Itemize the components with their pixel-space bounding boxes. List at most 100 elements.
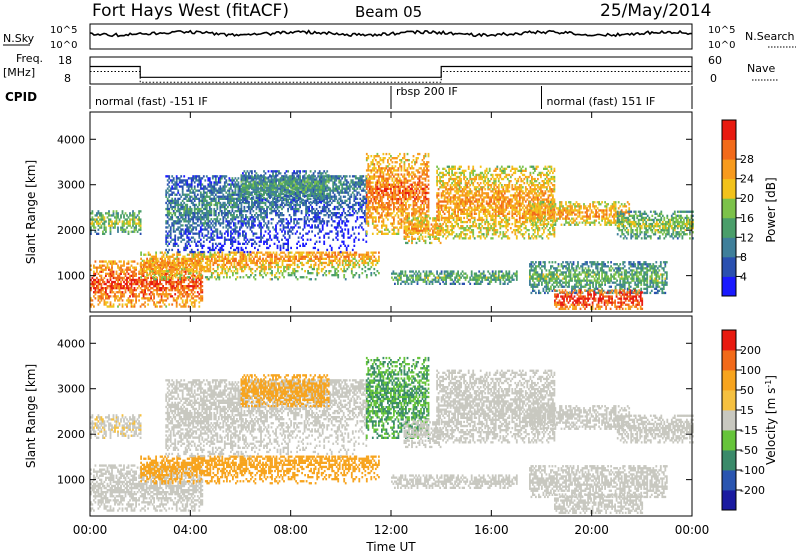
power-cell: [120, 270, 122, 273]
power-cell: [156, 257, 159, 260]
power-cell: [117, 264, 119, 267]
power-cell: [276, 238, 279, 241]
power-cell: [281, 188, 283, 191]
power-cell: [245, 240, 247, 243]
power-cell: [109, 226, 112, 229]
power-cell: [276, 232, 279, 235]
power-cell: [145, 293, 148, 296]
power-cell: [332, 175, 335, 178]
power-cell: [91, 222, 94, 225]
power-cell: [296, 246, 298, 250]
power-cell: [248, 200, 250, 204]
power-cell: [234, 216, 237, 219]
power-cell: [208, 181, 211, 184]
power-cell: [268, 261, 270, 265]
power-cell: [189, 299, 192, 302]
power-cell: [252, 182, 255, 185]
power-cell: [114, 297, 116, 300]
power-cell: [312, 212, 315, 215]
power-cell: [177, 297, 180, 300]
power-cell: [216, 189, 219, 192]
power-cell: [198, 257, 201, 260]
power-cell: [192, 282, 195, 286]
power-cell: [293, 203, 295, 207]
power-cell: [129, 278, 131, 282]
power-cell: [267, 176, 270, 179]
power-cell: [293, 210, 295, 213]
power-cell: [217, 222, 220, 225]
power-cell: [186, 203, 189, 207]
power-cell: [208, 220, 211, 223]
power-cell: [178, 222, 181, 225]
power-cell: [153, 293, 155, 296]
power-cell: [97, 222, 100, 225]
power-cell: [204, 207, 207, 211]
power-cell: [252, 195, 255, 198]
power-cell: [204, 265, 207, 269]
power-cell: [314, 224, 316, 227]
power-cell: [298, 259, 300, 262]
power-cell: [288, 201, 291, 205]
power-cell: [188, 267, 191, 271]
power-cell: [210, 276, 213, 279]
power-cell: [126, 287, 128, 290]
power-cell: [336, 230, 339, 233]
power-cell: [242, 257, 245, 260]
power-cell: [109, 291, 112, 294]
power-cell: [103, 299, 106, 302]
power-cell: [166, 203, 169, 207]
power-cell: [249, 192, 252, 195]
power-cell: [347, 193, 350, 196]
power-cell: [350, 234, 353, 237]
power-cell: [245, 224, 247, 227]
power-cell: [302, 234, 304, 237]
power-cell: [96, 214, 98, 217]
power-cell: [330, 230, 333, 233]
power-cell: [171, 255, 174, 258]
power-cell: [108, 285, 110, 288]
power-cell: [269, 234, 271, 237]
power-cell: [200, 261, 203, 265]
power-cell: [187, 295, 190, 298]
power-cell: [263, 253, 266, 256]
power-cell: [288, 190, 291, 193]
power-cell: [248, 190, 250, 193]
power-cell: [213, 199, 216, 202]
power-cell: [127, 220, 130, 223]
power-cell: [201, 291, 204, 294]
power-cell: [151, 291, 154, 294]
power-cell: [249, 197, 252, 200]
power-cell: [199, 191, 202, 194]
power-cell: [263, 188, 265, 191]
power-cell: [236, 203, 238, 207]
power-cell: [208, 179, 211, 182]
power-cell: [370, 274, 373, 277]
power-cell: [305, 222, 307, 225]
power-cell: [108, 210, 110, 213]
power-cell: [287, 207, 289, 211]
power-cell: [269, 261, 272, 265]
power-cell: [213, 195, 216, 198]
power-cell: [219, 181, 222, 184]
power-cell: [172, 224, 175, 227]
power-cell: [272, 180, 274, 183]
power-cell: [218, 278, 221, 281]
power-cell: [96, 218, 98, 221]
power-cell: [268, 267, 270, 271]
power-cell: [344, 244, 347, 247]
power-cell: [184, 203, 187, 207]
power-cell: [285, 196, 288, 200]
power-cell: [220, 232, 223, 235]
power-cell: [167, 263, 170, 267]
power-cell: [207, 267, 210, 271]
power-cell: [246, 222, 249, 225]
power-cell: [100, 293, 103, 296]
power-cell: [195, 259, 198, 262]
power-cell: [320, 255, 323, 258]
power-cell: [133, 260, 136, 263]
power-cell: [281, 214, 283, 217]
power-cell: [305, 177, 307, 180]
power-cell: [280, 251, 282, 254]
power-cell: [321, 228, 324, 231]
power-cell: [112, 262, 115, 265]
